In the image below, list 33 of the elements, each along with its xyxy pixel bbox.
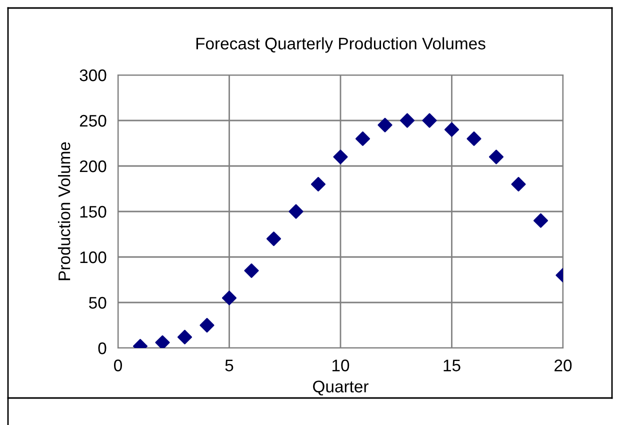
y-axis-title: Production Volume [58,142,70,280]
point [155,335,170,348]
x-tick-label: 10 [332,360,350,372]
point [288,204,304,219]
point [444,122,460,137]
point [177,330,192,344]
point [266,232,282,246]
point [244,263,259,278]
x-tick-label: 15 [444,360,460,372]
y-tick-label: 100 [80,251,106,264]
point [422,113,437,128]
x-tick-label: 5 [225,360,234,372]
y-tick-label: 50 [89,296,106,309]
y-tick-label: 150 [80,206,106,218]
point [333,150,348,164]
point [533,213,548,228]
x-axis-title: Quarter [313,380,368,396]
point [378,118,392,132]
point [355,131,370,146]
point [310,176,326,192]
x-tick-label: 0 [114,360,122,372]
y-tick-label: 250 [80,114,106,127]
x-tick-label: 20 [554,360,572,372]
point [511,176,526,192]
point [222,290,237,306]
y-tick-label: 200 [80,160,106,172]
point [200,318,214,333]
y-tick-label: 0 [98,342,106,354]
point [466,131,482,146]
point [400,113,415,128]
chart-title: Forecast Quarterly Production Volumes [196,37,486,53]
y-tick-label: 300 [80,69,106,82]
point [488,150,504,164]
